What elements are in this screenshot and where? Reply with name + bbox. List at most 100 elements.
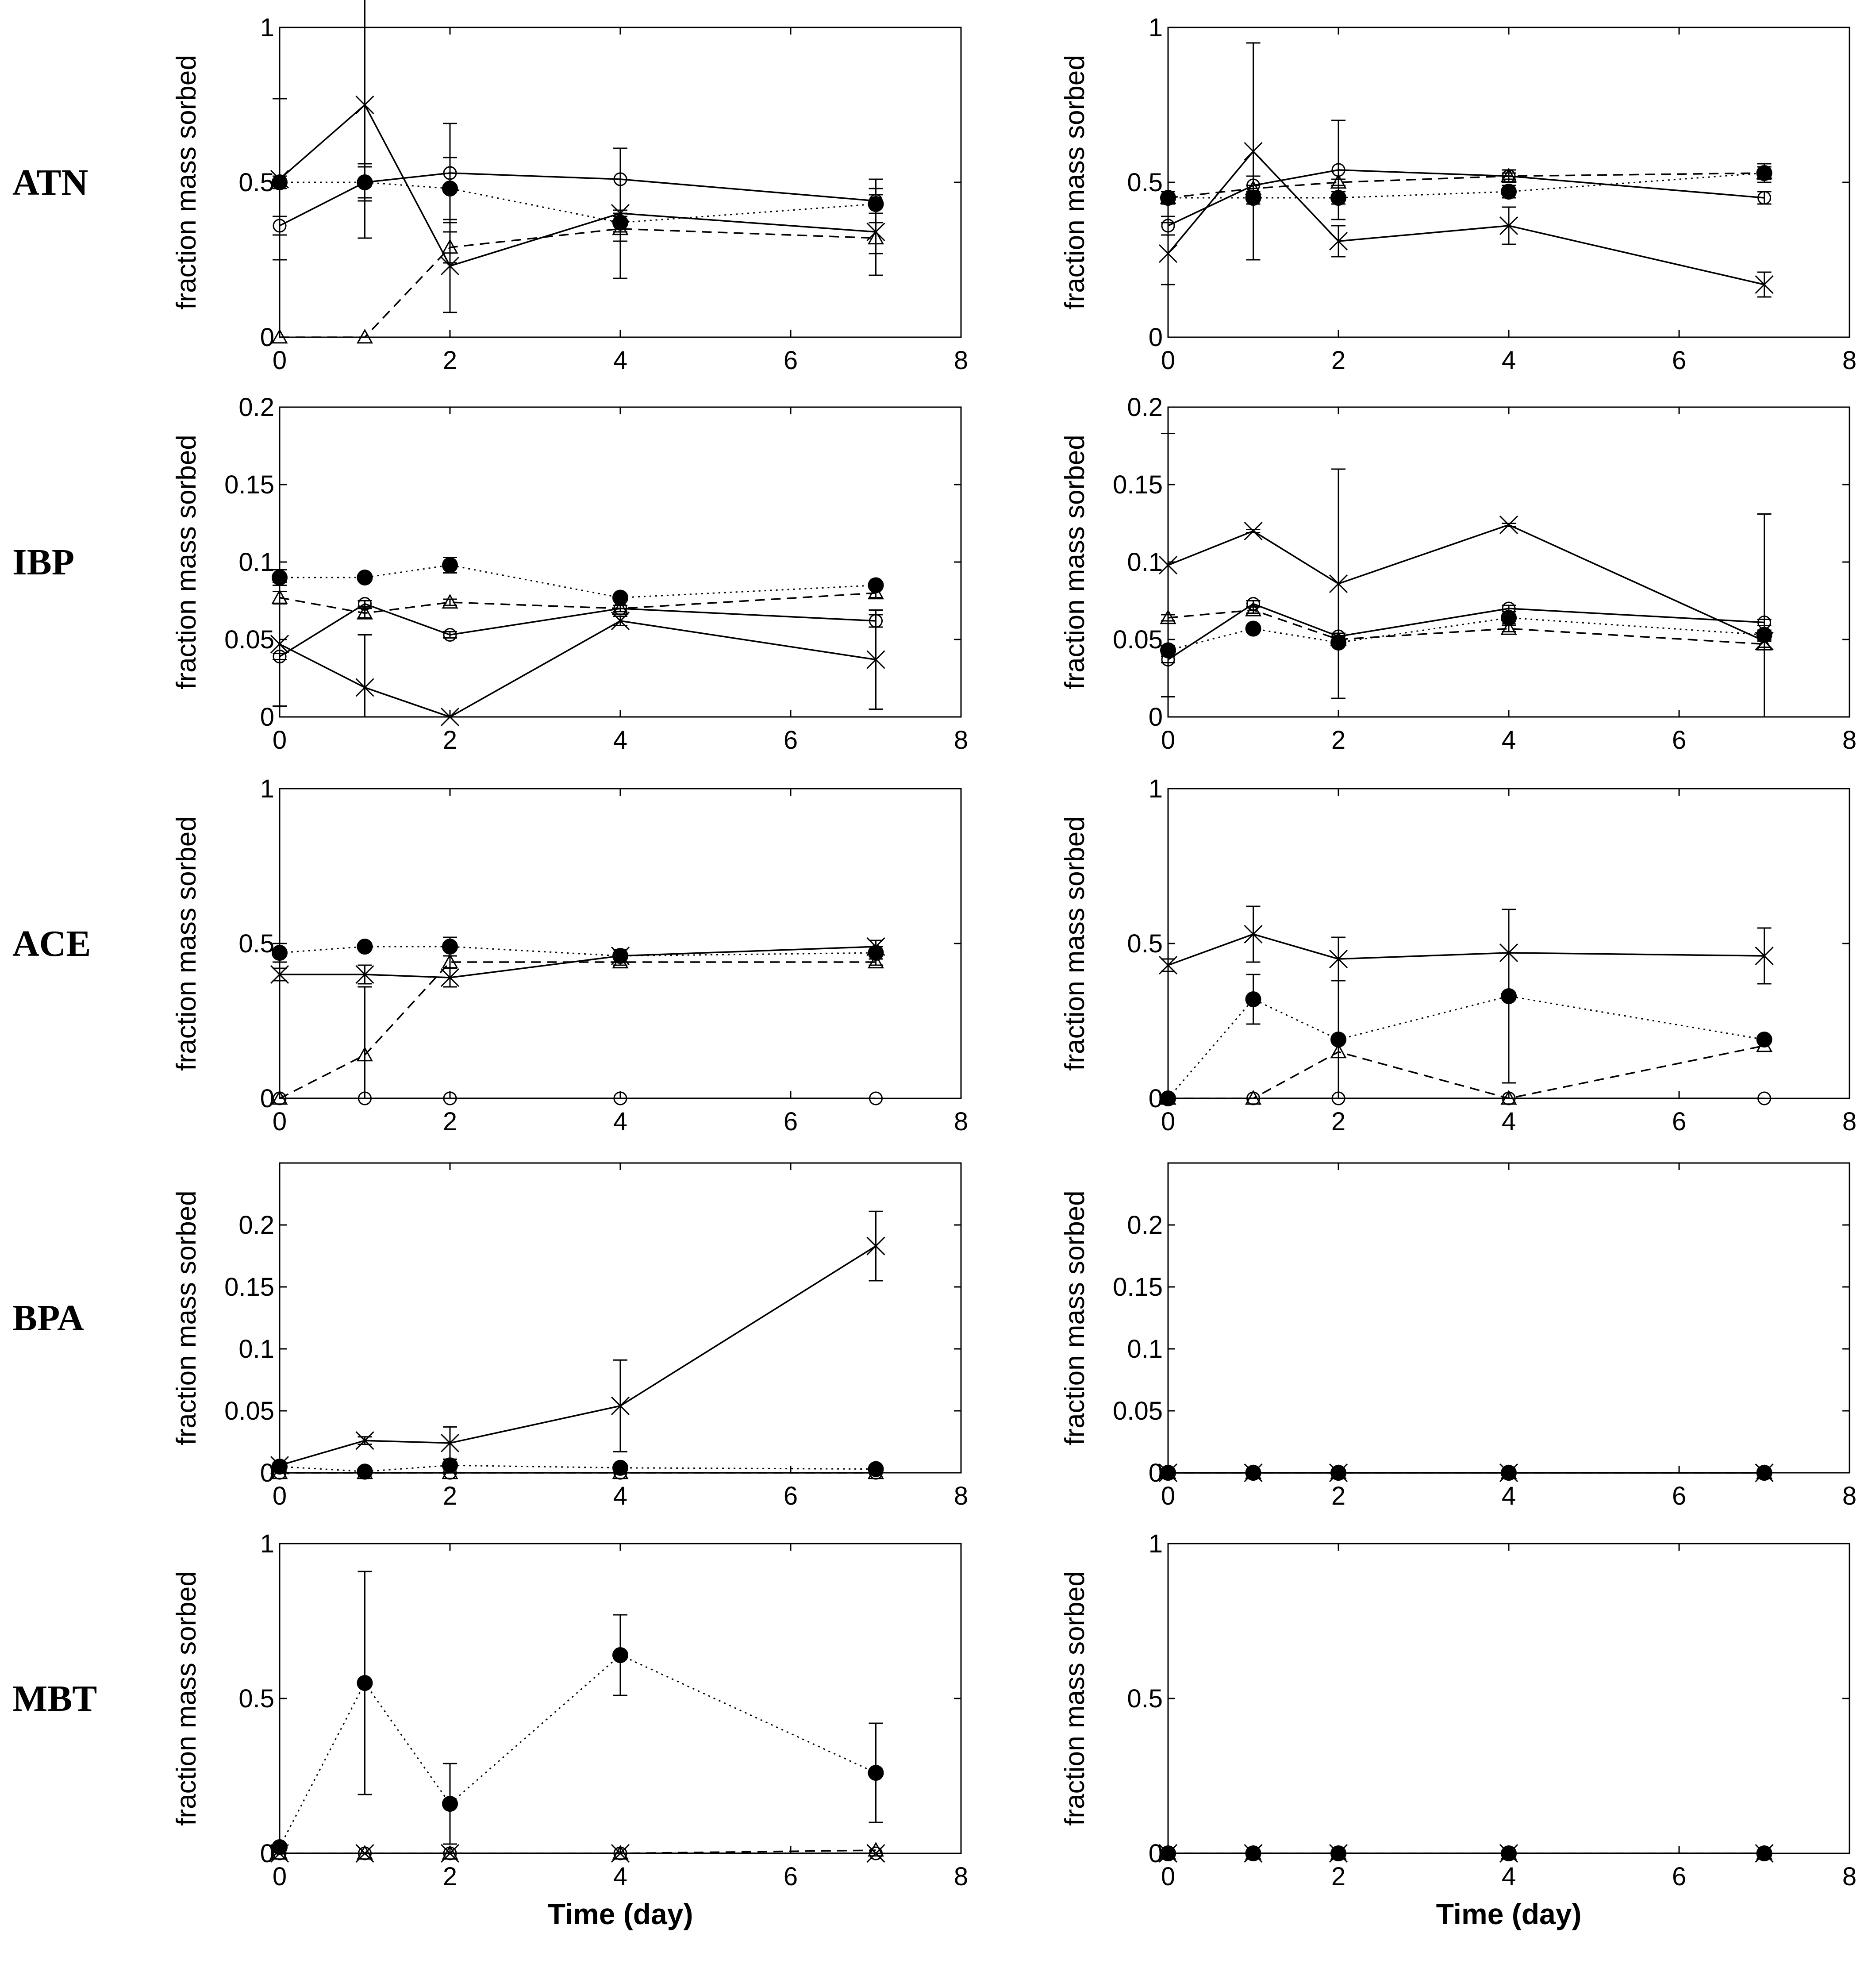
data-point <box>1499 1844 1518 1863</box>
x-tick-label: 4 <box>613 726 627 755</box>
panels: 0 2 4 6 8 0 0.5 1 fraction mass sorbed 0 2 4 6 8 0 0.5 1… <box>171 0 1857 1930</box>
y-tick-label: 0 <box>260 1084 274 1113</box>
data-point <box>1499 943 1518 963</box>
x-tick-label: 6 <box>1672 1482 1686 1510</box>
x-tick-label: 0 <box>1161 1862 1175 1891</box>
data-point <box>866 1844 885 1863</box>
x-tick-label: 8 <box>1842 1107 1857 1136</box>
data-point <box>271 1090 288 1105</box>
series-line <box>1168 1045 1765 1099</box>
data-point <box>1245 991 1261 1007</box>
data-point <box>611 946 630 966</box>
x-tick-label: 4 <box>1502 1107 1516 1136</box>
data-point <box>442 557 458 573</box>
x-tick-label: 8 <box>1842 1862 1857 1891</box>
data-point <box>440 1844 460 1863</box>
row-label-ace: ACE <box>12 923 91 964</box>
data-point <box>1160 1090 1176 1105</box>
data-point <box>1244 521 1263 541</box>
y-tick-label: 0.2 <box>238 393 274 422</box>
data-point <box>867 1464 884 1479</box>
y-tick-label: 1 <box>1149 774 1163 803</box>
x-tick-label: 0 <box>1161 726 1175 755</box>
data-point <box>612 953 629 969</box>
y-tick-label: 0.2 <box>1127 393 1163 422</box>
series-cross <box>1158 42 1774 298</box>
data-point <box>443 628 457 642</box>
data-point <box>1158 244 1178 263</box>
data-point <box>355 95 374 115</box>
x-tick-label: 8 <box>954 346 968 375</box>
x-axis-label: Time (day) <box>1436 1898 1582 1930</box>
data-point <box>357 1675 373 1691</box>
y-tick-label: 0 <box>260 1839 274 1868</box>
x-tick-label: 4 <box>1502 1482 1516 1510</box>
y-axis-label: fraction mass sorbed <box>171 816 202 1071</box>
data-point <box>1500 167 1517 183</box>
series-cross <box>1158 905 1774 997</box>
x-tick-label: 6 <box>784 346 798 375</box>
series-cross <box>270 581 885 727</box>
data-point <box>611 611 630 631</box>
row-label-atn: ATN <box>12 162 88 203</box>
x-tick-label: 6 <box>784 726 798 755</box>
series-cross <box>270 937 885 988</box>
data-point <box>442 1796 458 1812</box>
series-cross <box>270 1844 885 1863</box>
data-point <box>1329 949 1348 969</box>
data-point <box>1158 1463 1178 1483</box>
data-point <box>355 1431 374 1450</box>
data-point <box>1756 164 1773 180</box>
data-point <box>869 1091 883 1105</box>
data-point <box>440 256 460 276</box>
x-tick-label: 4 <box>613 1862 627 1891</box>
row-label-mbt: MBT <box>12 1678 97 1719</box>
x-tick-label: 0 <box>1161 1107 1175 1136</box>
data-point <box>1756 1037 1773 1052</box>
data-point <box>1330 190 1346 206</box>
x-tick-label: 2 <box>1331 726 1345 755</box>
x-tick-label: 0 <box>273 1482 287 1510</box>
data-point <box>271 328 288 344</box>
series-cross <box>1158 1844 1774 1863</box>
data-point <box>612 1464 629 1479</box>
series-cross <box>270 1210 885 1475</box>
x-tick-label: 6 <box>1672 726 1686 755</box>
x-tick-label: 8 <box>1842 726 1857 755</box>
x-tick-label: 4 <box>1502 726 1516 755</box>
y-tick-label: 0.05 <box>1113 625 1163 654</box>
x-tick-label: 0 <box>1161 1482 1175 1510</box>
y-axis-label: fraction mass sorbed <box>171 435 202 689</box>
y-tick-label: 0.5 <box>238 1684 274 1713</box>
data-point <box>355 1844 374 1863</box>
y-tick-label: 0.15 <box>224 470 274 499</box>
y-tick-label: 0.1 <box>1127 548 1163 577</box>
data-point <box>866 650 885 669</box>
data-point <box>1501 610 1517 626</box>
x-tick-label: 8 <box>954 1107 968 1136</box>
data-point <box>270 965 289 984</box>
data-point <box>356 1464 373 1479</box>
x-tick-label: 2 <box>443 726 457 755</box>
data-point <box>611 204 630 223</box>
x-tick-label: 4 <box>1502 1862 1516 1891</box>
data-point <box>868 1765 884 1781</box>
data-point <box>1158 955 1178 975</box>
x-tick-label: 2 <box>1331 1107 1345 1136</box>
data-point <box>442 1464 458 1479</box>
x-axis-label: Time (day) <box>548 1898 693 1930</box>
data-point <box>443 1091 457 1105</box>
data-point <box>1329 1463 1348 1483</box>
data-point <box>1244 1463 1263 1483</box>
y-tick-label: 1 <box>1149 13 1163 42</box>
series-line <box>1168 172 1765 199</box>
series-line <box>279 961 876 1099</box>
y-tick-label: 0.5 <box>238 168 274 197</box>
x-tick-label: 6 <box>1672 346 1686 375</box>
y-axis-label: fraction mass sorbed <box>1060 435 1090 689</box>
y-tick-label: 0.5 <box>238 929 274 958</box>
x-tick-label: 2 <box>443 346 457 375</box>
data-point <box>1755 946 1774 966</box>
